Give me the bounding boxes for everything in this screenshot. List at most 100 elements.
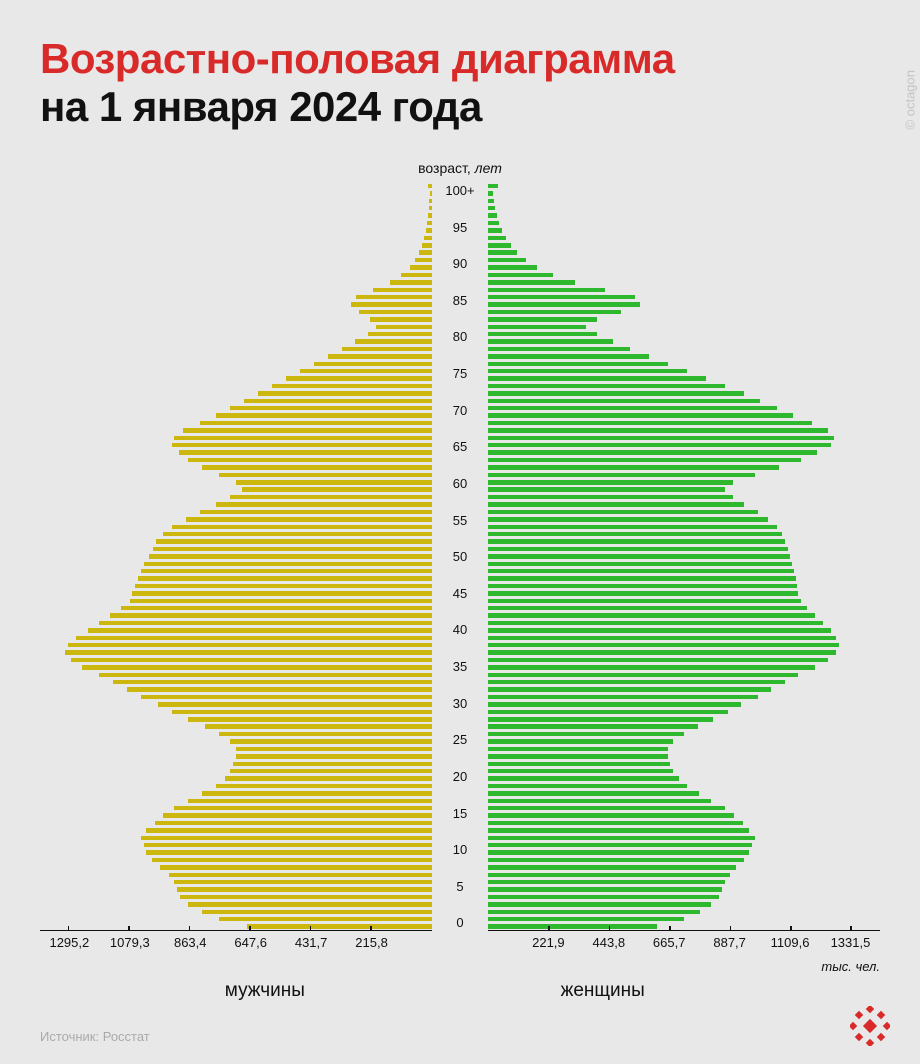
male-bar-row: [40, 634, 432, 641]
female-bar-row: [488, 530, 880, 537]
male-bar: [144, 843, 432, 847]
female-bar: [488, 213, 497, 217]
female-bar-row: [488, 538, 880, 545]
male-bar-row: [40, 679, 432, 686]
male-bar-row: [40, 530, 432, 537]
female-bar-row: [488, 605, 880, 612]
female-bar-row: [488, 316, 880, 323]
age-tick-label: 80: [432, 329, 488, 344]
x-tick: [128, 926, 130, 931]
male-bar-row: [40, 427, 432, 434]
male-bar-row: [40, 382, 432, 389]
female-series-label: женщины: [561, 980, 645, 1002]
male-bar: [401, 273, 432, 277]
male-bar-row: [40, 390, 432, 397]
male-bar-row: [40, 834, 432, 841]
female-bar: [488, 228, 502, 232]
female-bar-row: [488, 323, 880, 330]
male-bar-row: [40, 397, 432, 404]
female-bar-row: [488, 804, 880, 811]
male-bar-row: [40, 323, 432, 330]
male-bar: [368, 332, 432, 336]
male-bar-row: [40, 908, 432, 915]
female-bar: [488, 850, 749, 854]
female-bar-row: [488, 345, 880, 352]
male-bar-row: [40, 205, 432, 212]
x-tick: [609, 926, 611, 931]
x-tick-label: 1331,5: [831, 935, 871, 950]
female-side: [488, 182, 880, 930]
male-bar: [230, 739, 432, 743]
male-bar-row: [40, 190, 432, 197]
female-bar-row: [488, 397, 880, 404]
male-bar-row: [40, 871, 432, 878]
female-bar: [488, 658, 828, 662]
female-bar-row: [488, 293, 880, 300]
male-bar: [153, 547, 432, 551]
male-bar: [174, 436, 432, 440]
male-bar: [144, 562, 432, 566]
male-bar: [200, 510, 432, 514]
male-bar-row: [40, 686, 432, 693]
x-axis-unit: тыс. чел.: [821, 959, 880, 974]
male-bar-row: [40, 330, 432, 337]
male-bar-row: [40, 405, 432, 412]
female-bar: [488, 473, 755, 477]
female-bar: [488, 821, 743, 825]
male-bar-row: [40, 671, 432, 678]
female-bar: [488, 243, 511, 247]
male-bar: [135, 584, 432, 588]
age-tick-label: 45: [432, 586, 488, 601]
watermark: © octagon: [902, 70, 917, 129]
age-tick-label: 85: [432, 293, 488, 308]
female-bar-row: [488, 234, 880, 241]
female-bar: [488, 413, 793, 417]
male-bar: [376, 325, 432, 329]
source-text: Источник: Росстат: [40, 1029, 150, 1044]
male-bar: [188, 799, 432, 803]
female-bar-row: [488, 434, 880, 441]
female-bar-row: [488, 760, 880, 767]
x-tick-label: 863,4: [174, 935, 207, 950]
female-bar-row: [488, 308, 880, 315]
y-axis-title: возраст, лет: [418, 160, 502, 176]
female-bar: [488, 332, 597, 336]
female-bar: [488, 865, 736, 869]
female-bar-row: [488, 634, 880, 641]
male-bar: [65, 650, 432, 654]
male-bar-row: [40, 316, 432, 323]
female-bar-row: [488, 916, 880, 923]
female-bar: [488, 813, 734, 817]
female-bar: [488, 280, 575, 284]
male-bar-row: [40, 901, 432, 908]
male-bar-row: [40, 767, 432, 774]
female-bar: [488, 465, 779, 469]
male-bar: [419, 250, 432, 254]
male-bar-row: [40, 590, 432, 597]
female-bar: [488, 206, 495, 210]
female-bar-row: [488, 405, 880, 412]
male-bar-row: [40, 301, 432, 308]
female-bar: [488, 554, 790, 558]
male-bar-row: [40, 716, 432, 723]
female-bar-row: [488, 486, 880, 493]
female-bar: [488, 910, 700, 914]
age-tick-label: 20: [432, 769, 488, 784]
male-bar-row: [40, 864, 432, 871]
male-bar-row: [40, 582, 432, 589]
female-bar: [488, 917, 684, 921]
male-bar-row: [40, 434, 432, 441]
age-tick-label: 5: [432, 879, 488, 894]
female-bar: [488, 250, 517, 254]
male-bar: [219, 473, 432, 477]
female-bar-row: [488, 493, 880, 500]
male-bar: [328, 354, 432, 358]
male-bar: [163, 532, 432, 536]
age-tick-label: 95: [432, 220, 488, 235]
male-bar: [71, 658, 432, 662]
female-bar: [488, 724, 698, 728]
male-bar: [370, 317, 432, 321]
age-tick-label: 10: [432, 842, 488, 857]
x-tick: [669, 926, 671, 931]
age-tick-label: 75: [432, 366, 488, 381]
